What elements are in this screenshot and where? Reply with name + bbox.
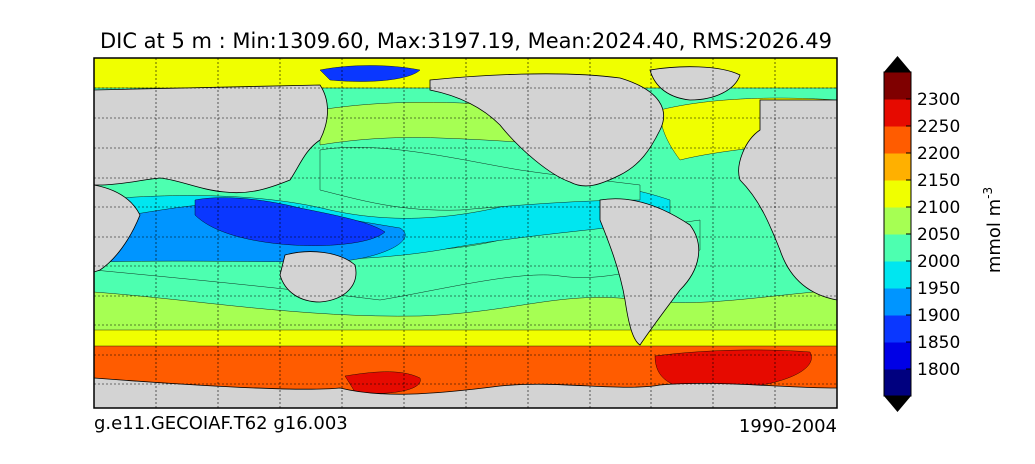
colorbar-segment — [884, 126, 911, 154]
colorbar-tick-label: 1800 — [917, 360, 960, 380]
map-frame — [93, 57, 838, 409]
colorbar-segment — [884, 369, 911, 397]
land-greenland — [649, 66, 741, 101]
colorbar-tick-label: 2050 — [917, 225, 960, 245]
colorbar-extend-max — [884, 56, 911, 72]
colorbar-tick-label: 1900 — [917, 306, 960, 326]
colorbar-segment — [884, 207, 911, 235]
colorbar-segment — [884, 72, 911, 100]
colorbar-tick-label: 2300 — [917, 90, 960, 110]
land — [94, 66, 837, 408]
colorbar-segment — [884, 180, 911, 208]
colorbar-segment — [884, 315, 911, 343]
land-north-america — [429, 73, 664, 187]
colorbar-segment — [884, 234, 911, 262]
colorbar-tick-label: 1950 — [917, 279, 960, 299]
colorbar-tick-label: 2150 — [917, 171, 960, 191]
colorbar-extend-min — [884, 396, 911, 412]
chart-title: DIC at 5 m : Min:1309.60, Max:3197.19, M… — [100, 29, 832, 53]
map-area — [94, 58, 837, 408]
region-arctic-siberian-shelf — [319, 65, 421, 82]
colorbar-tick-label: 2000 — [917, 252, 960, 272]
colorbar-unit-label: mmol m-3 — [981, 187, 1005, 273]
region-north-pacific-subtropical — [319, 147, 641, 211]
colorbar-tick-label: 2100 — [917, 198, 960, 218]
colorbar-segment — [884, 261, 911, 289]
land-africa-east — [94, 184, 141, 273]
colorbar-segment — [884, 153, 911, 181]
land-eurasia — [94, 84, 328, 194]
colorbar-tick-label: 1850 — [917, 333, 960, 353]
land-europe-africa-west — [738, 99, 837, 301]
land-south-america — [599, 198, 699, 346]
svg-text:mmol m-3: mmol m-3 — [981, 187, 1005, 273]
land-australia — [279, 251, 357, 303]
colorbar: 1800 1850 1900 1950 2000 2050 2100 2150 2200 2250… — [883, 56, 960, 412]
land-antarctica — [94, 377, 837, 408]
footer-right-label: 1990-2004 — [739, 416, 837, 437]
region-maritime-continent — [194, 197, 386, 246]
colorbar-segment — [884, 342, 911, 370]
footer-left-label: g.e11.GECOIAF.T62 g16.003 — [94, 413, 348, 434]
colorbar-tick-label: 2200 — [917, 144, 960, 164]
colorbar-unit-text: mmol m — [984, 199, 1005, 273]
colorbar-unit-exponent: -3 — [981, 187, 995, 199]
colorbar-segment — [884, 99, 911, 127]
colorbar-segment — [884, 288, 911, 316]
colorbar-tick-label: 2250 — [917, 117, 960, 137]
